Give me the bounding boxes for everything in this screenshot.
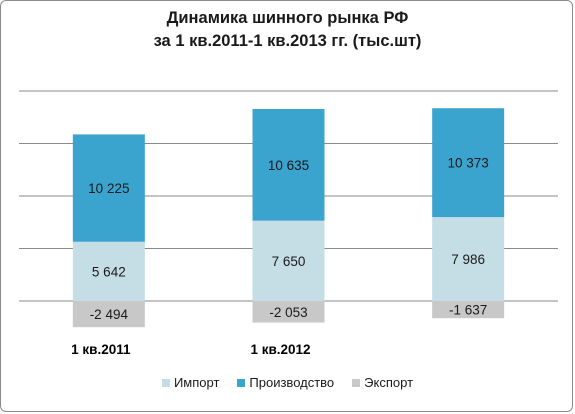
bar-export-3	[432, 301, 505, 319]
chart-title-line-2: за 1 кв.2011-1 кв.2013 гг. (тыс.шт)	[153, 32, 422, 50]
category-label-2: 1 кв.2012	[250, 342, 310, 357]
legend: Импорт Производство Экспорт	[1, 375, 572, 390]
legend-item-production: Производство	[237, 375, 334, 390]
data-label-export-3: -1 637	[449, 303, 487, 318]
bar-import-1	[72, 241, 145, 301]
data-label-production-1: 10 225	[88, 181, 129, 196]
data-label-production-3: 10 373	[448, 156, 489, 171]
data-label-import-1: 5 642	[92, 264, 126, 279]
legend-item-import: Импорт	[161, 375, 220, 390]
bar-production-1	[72, 134, 145, 242]
data-label-production-2: 10 635	[268, 158, 309, 173]
chart-title-line-1: Динамика шинного рынка РФ	[166, 9, 409, 27]
legend-swatch-export	[352, 378, 361, 387]
bar-export-1	[72, 301, 145, 328]
category-label-1: 1 кв.2011	[71, 342, 131, 357]
bar-import-2	[252, 220, 325, 301]
bar-production-3	[432, 108, 505, 218]
legend-label-production: Производство	[249, 375, 335, 390]
data-label-import-2: 7 650	[272, 254, 306, 269]
legend-label-export: Экспорт	[364, 375, 414, 390]
bar-production-2	[252, 109, 325, 221]
bar-import-3	[432, 217, 505, 301]
bar-export-2	[252, 301, 325, 323]
legend-swatch-production	[237, 378, 246, 387]
legend-label-import: Импорт	[173, 375, 220, 390]
chart-title: Динамика шинного рынка РФ за 1 кв.2011-1…	[1, 7, 572, 53]
data-label-export-1: -2 494	[90, 307, 129, 322]
legend-item-export: Экспорт	[352, 375, 413, 390]
legend-swatch-import	[161, 378, 170, 387]
data-label-import-3: 7 986	[451, 252, 485, 267]
data-label-export-2: -2 053	[269, 305, 307, 320]
